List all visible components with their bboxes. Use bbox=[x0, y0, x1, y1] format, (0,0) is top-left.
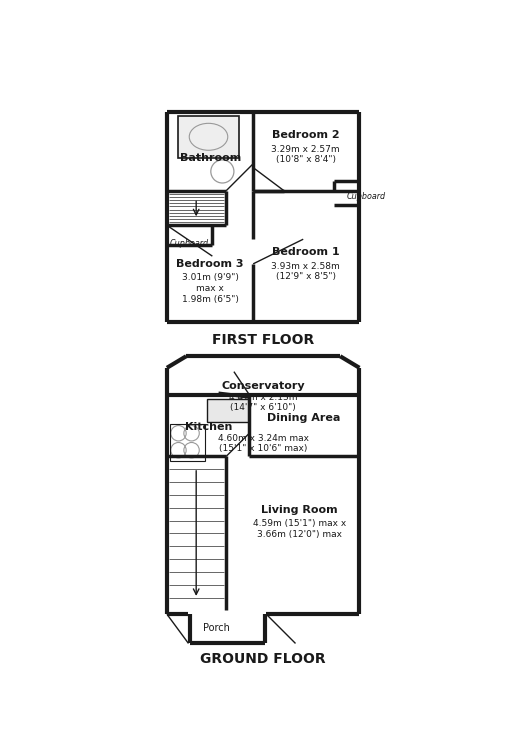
Text: Living Room: Living Room bbox=[261, 505, 337, 515]
Text: max x: max x bbox=[196, 284, 224, 293]
Text: 4.60m x 3.24m max: 4.60m x 3.24m max bbox=[217, 434, 308, 443]
Text: Bedroom 3: Bedroom 3 bbox=[176, 259, 243, 269]
Text: 3.66m (12'0") max: 3.66m (12'0") max bbox=[257, 529, 341, 538]
Text: (12'9" x 8'5"): (12'9" x 8'5") bbox=[275, 273, 335, 282]
Text: Bedroom 1: Bedroom 1 bbox=[271, 248, 339, 257]
Text: 4.47m x 2.13m: 4.47m x 2.13m bbox=[228, 393, 297, 402]
Text: Conservatory: Conservatory bbox=[221, 381, 305, 391]
Text: 3.29m x 2.57m: 3.29m x 2.57m bbox=[271, 145, 339, 153]
Ellipse shape bbox=[189, 123, 227, 150]
Text: Kitchen: Kitchen bbox=[184, 422, 232, 432]
Text: Bedroom 2: Bedroom 2 bbox=[271, 131, 339, 140]
Text: Porch: Porch bbox=[203, 623, 230, 633]
Text: GROUND FLOOR: GROUND FLOOR bbox=[200, 652, 325, 666]
Text: Cupboard: Cupboard bbox=[345, 192, 385, 201]
Text: FIRST FLOOR: FIRST FLOOR bbox=[212, 333, 314, 347]
Text: 1.98m (6'5"): 1.98m (6'5") bbox=[181, 294, 238, 304]
Text: (15'1" x 10'6" max): (15'1" x 10'6" max) bbox=[219, 444, 307, 453]
Text: (14'7" x 6'10"): (14'7" x 6'10") bbox=[230, 403, 295, 412]
Text: Dining Area: Dining Area bbox=[266, 413, 339, 423]
Text: 3.01m (9'9"): 3.01m (9'9") bbox=[181, 273, 238, 282]
Text: (10'8" x 8'4"): (10'8" x 8'4") bbox=[275, 156, 335, 165]
Text: 4.59m (15'1") max x: 4.59m (15'1") max x bbox=[252, 519, 345, 528]
Bar bbox=[178, 116, 238, 159]
Text: Cupboard: Cupboard bbox=[170, 239, 209, 248]
Text: 3.93m x 2.58m: 3.93m x 2.58m bbox=[271, 262, 339, 270]
Text: Bathroom: Bathroom bbox=[180, 153, 241, 163]
Bar bbox=[207, 399, 249, 422]
Bar bbox=[170, 424, 204, 461]
